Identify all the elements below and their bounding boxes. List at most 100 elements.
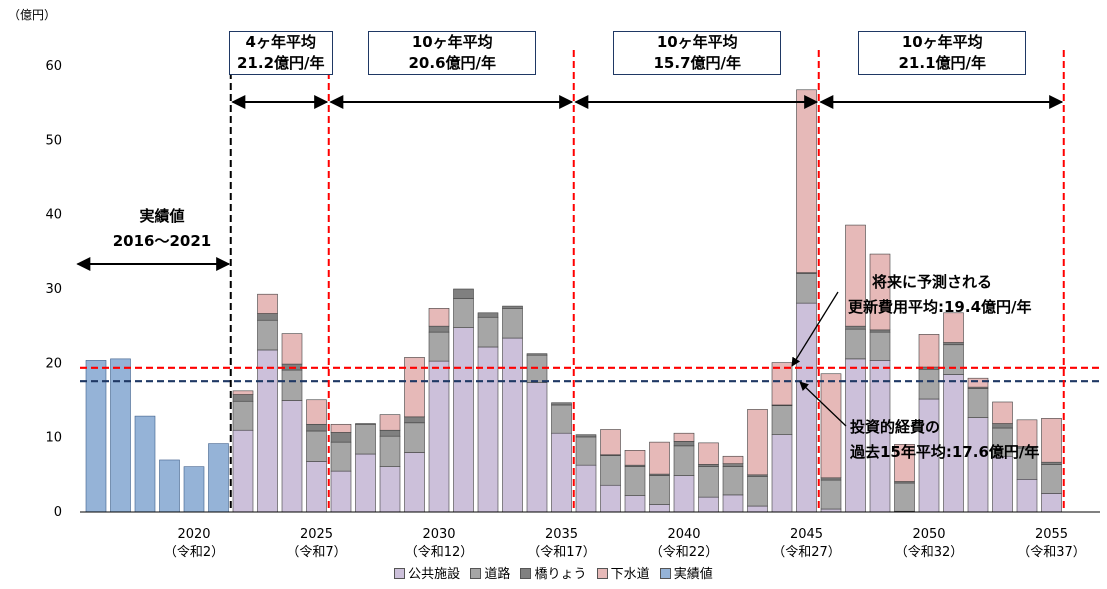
- bar-road-2030: [428, 331, 450, 362]
- bar-bridge-2025: [306, 423, 327, 432]
- bar-road-2055: [1041, 464, 1062, 494]
- bar-road-2025: [306, 430, 327, 462]
- bar-road-2034: [526, 354, 548, 383]
- period-box-2046-2055: 10ヶ年平均 21.1億円/年: [858, 31, 1027, 75]
- bar-bridge-2031: [453, 288, 474, 299]
- period-box-title: 10ヶ年平均: [901, 33, 983, 51]
- bar-sewer-2045: [796, 89, 817, 273]
- bar-road-2046: [820, 479, 842, 510]
- y-tick-label: 40: [45, 208, 62, 223]
- period-box-2022-2025: 4ヶ年平均 21.2億円/年: [228, 31, 333, 75]
- bar-road-2044: [771, 405, 793, 435]
- period-box-value: 15.7億円/年: [653, 54, 742, 72]
- bar-bridge-2034: [526, 353, 548, 356]
- bar-sewer-2023: [257, 293, 278, 314]
- bar-road-2036: [575, 436, 597, 466]
- y-tick-label: 30: [45, 282, 62, 297]
- x-tick-sublabel: （令和12）: [405, 545, 474, 560]
- period-box-title: 10ヶ年平均: [411, 33, 493, 51]
- investment-annotation: 投資的経費の 過去15年平均:17.6億円/年: [850, 415, 1039, 465]
- bar-sewer-2030: [428, 308, 450, 327]
- bar-sewer-2052: [967, 377, 989, 388]
- x-tick-sublabel: （令和17）: [527, 545, 596, 560]
- y-axis: 0 10 20 30 40 50 60: [45, 59, 62, 520]
- bar-road-2051: [943, 344, 964, 375]
- bar-sewer-2044: [771, 362, 793, 406]
- bar-road-2027: [355, 423, 376, 455]
- legend-item-bridge: 橋りょう: [520, 563, 587, 582]
- bar-sewer-2026: [330, 423, 352, 433]
- bar-bridge-2027: [355, 423, 376, 425]
- bar-sewer-2025: [306, 399, 327, 425]
- bar-road-2028: [379, 435, 401, 467]
- bar-bridge-2035: [551, 402, 572, 406]
- bar-public-2027: [355, 453, 376, 513]
- bar-public-2035: [551, 432, 572, 513]
- bar-public-2055: [1041, 493, 1062, 513]
- x-tick-label: 2050: [912, 527, 945, 542]
- bar-public-2041: [698, 496, 719, 513]
- bar-road-2049: [894, 482, 915, 512]
- bar-road-2043: [747, 476, 768, 507]
- bar-public-2026: [330, 470, 352, 513]
- bar-road-2033: [502, 308, 523, 339]
- bar-road-2024: [281, 369, 303, 401]
- actual-annotation-range: 2016～2021: [112, 232, 212, 250]
- bar-bridge-2041: [698, 464, 719, 467]
- bar-bridge-2023: [257, 313, 278, 321]
- bar-bridge-2040: [673, 441, 695, 447]
- x-tick-label: 2035: [545, 527, 578, 542]
- bar-sewer-2043: [747, 409, 768, 476]
- actual-annotation-title: 実績値: [139, 207, 185, 225]
- bar-public-2045: [796, 302, 817, 513]
- bar-road-2045: [796, 273, 817, 304]
- bar-sewer-2053: [992, 401, 1013, 424]
- legend: 公共施設 道路 橋りょう 下水道 実績値: [0, 563, 1107, 582]
- bar-road-2048: [869, 331, 891, 361]
- period-box-2026-2035: 10ヶ年平均 20.6億円/年: [368, 31, 537, 75]
- bar-road-2041: [698, 466, 719, 498]
- bar-actual-2019: [159, 459, 180, 513]
- bar-public-2040: [673, 475, 695, 513]
- bar-public-2024: [281, 400, 303, 513]
- bar-sewer-2028: [379, 414, 401, 431]
- bar-sewer-2047: [845, 224, 866, 327]
- bar-public-2022: [232, 429, 254, 513]
- bar-bridge-2026: [330, 432, 352, 443]
- bar-public-2032: [477, 346, 499, 513]
- bar-road-2040: [673, 445, 695, 476]
- legend-swatch-actual: [659, 568, 671, 579]
- legend-item-public: 公共施設: [394, 563, 460, 582]
- bar-public-2043: [747, 505, 768, 513]
- bar-public-2025: [306, 461, 327, 513]
- bar-bridge-2032: [477, 312, 499, 318]
- bar-road-2026: [330, 441, 352, 472]
- bar-actual-2016: [85, 360, 107, 513]
- bar-road-2023: [257, 319, 278, 351]
- bar-sewer-2039: [649, 441, 670, 475]
- bar-actual-2020: [183, 466, 205, 513]
- bar-public-2038: [624, 495, 646, 513]
- x-tick-label: 2040: [667, 527, 700, 542]
- legend-swatch-public: [394, 568, 406, 579]
- period-box-title: 4ヶ年平均: [245, 33, 316, 51]
- x-tick-sublabel: （令和27）: [772, 545, 841, 560]
- y-tick-label: 50: [45, 133, 62, 148]
- legend-swatch-bridge: [520, 568, 532, 579]
- bar-sewer-2041: [698, 442, 719, 465]
- bar-bridge-2048: [869, 329, 891, 333]
- reference-lines: [76, 50, 1100, 512]
- bar-road-2035: [551, 404, 572, 434]
- x-tick-sublabel: （令和7）: [286, 545, 346, 560]
- bar-sewer-2048: [869, 253, 891, 331]
- bar-bridge-2030: [428, 325, 450, 333]
- investment-annotation-title: 投資的経費の: [850, 418, 941, 436]
- bar-bridge-2033: [502, 305, 523, 309]
- bar-public-2033: [502, 337, 523, 513]
- legend-item-road: 道路: [470, 563, 510, 582]
- bar-public-2023: [257, 349, 278, 513]
- legend-swatch-sewer: [596, 568, 608, 579]
- y-tick-label: 10: [45, 431, 62, 446]
- bar-bridge-2036: [575, 434, 597, 438]
- bar-bridge-2028: [379, 429, 401, 437]
